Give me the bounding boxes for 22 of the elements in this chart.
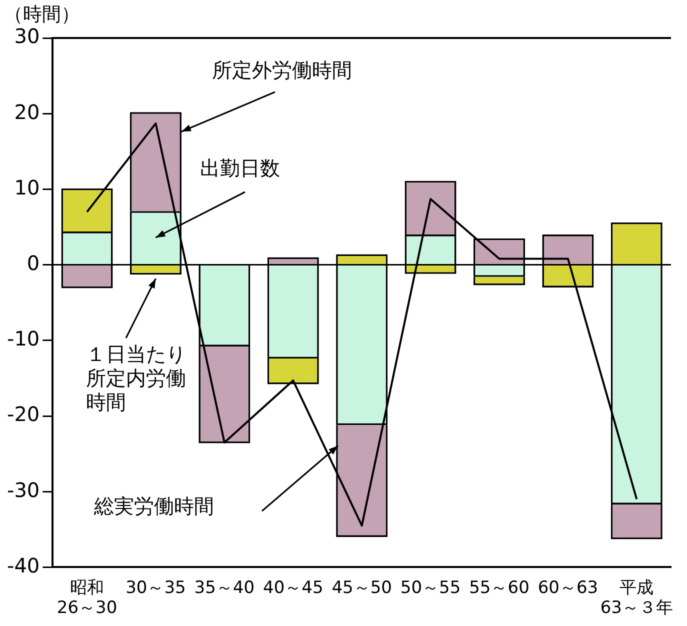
y-axis-title: （時間）: [4, 3, 80, 26]
y-tick-label: 0: [26, 251, 40, 276]
y-tick-label: -20: [6, 402, 40, 426]
y-tick-label: -10: [6, 326, 40, 351]
text: 総実労働時間: [93, 494, 214, 518]
y-tick-label: -40: [6, 553, 40, 578]
y-tick-label: 10: [14, 175, 40, 200]
series-label: 出勤日数: [200, 156, 280, 180]
y-tick-label: 20: [14, 100, 40, 124]
y-tick-label: 30: [14, 24, 40, 48]
x-tick-label: 平成 63～３年: [600, 578, 673, 618]
text: 所定外労働時間: [212, 58, 352, 82]
x-tick-label: 60～63: [538, 578, 598, 598]
x-tick-label: 35～40: [194, 578, 255, 598]
x-tick-label: 45～50: [332, 578, 392, 598]
x-tick-label: 昭和 26～30: [56, 578, 118, 618]
x-tick-label: 55～60: [469, 578, 530, 598]
x-tick-label: 40～45: [262, 578, 324, 598]
x-tick-label: 30～35: [126, 578, 186, 598]
y-tick-label: -30: [6, 478, 40, 502]
x-tick-label: 50～55: [400, 578, 461, 598]
text: １日当たり所定内労働時間: [86, 342, 186, 414]
